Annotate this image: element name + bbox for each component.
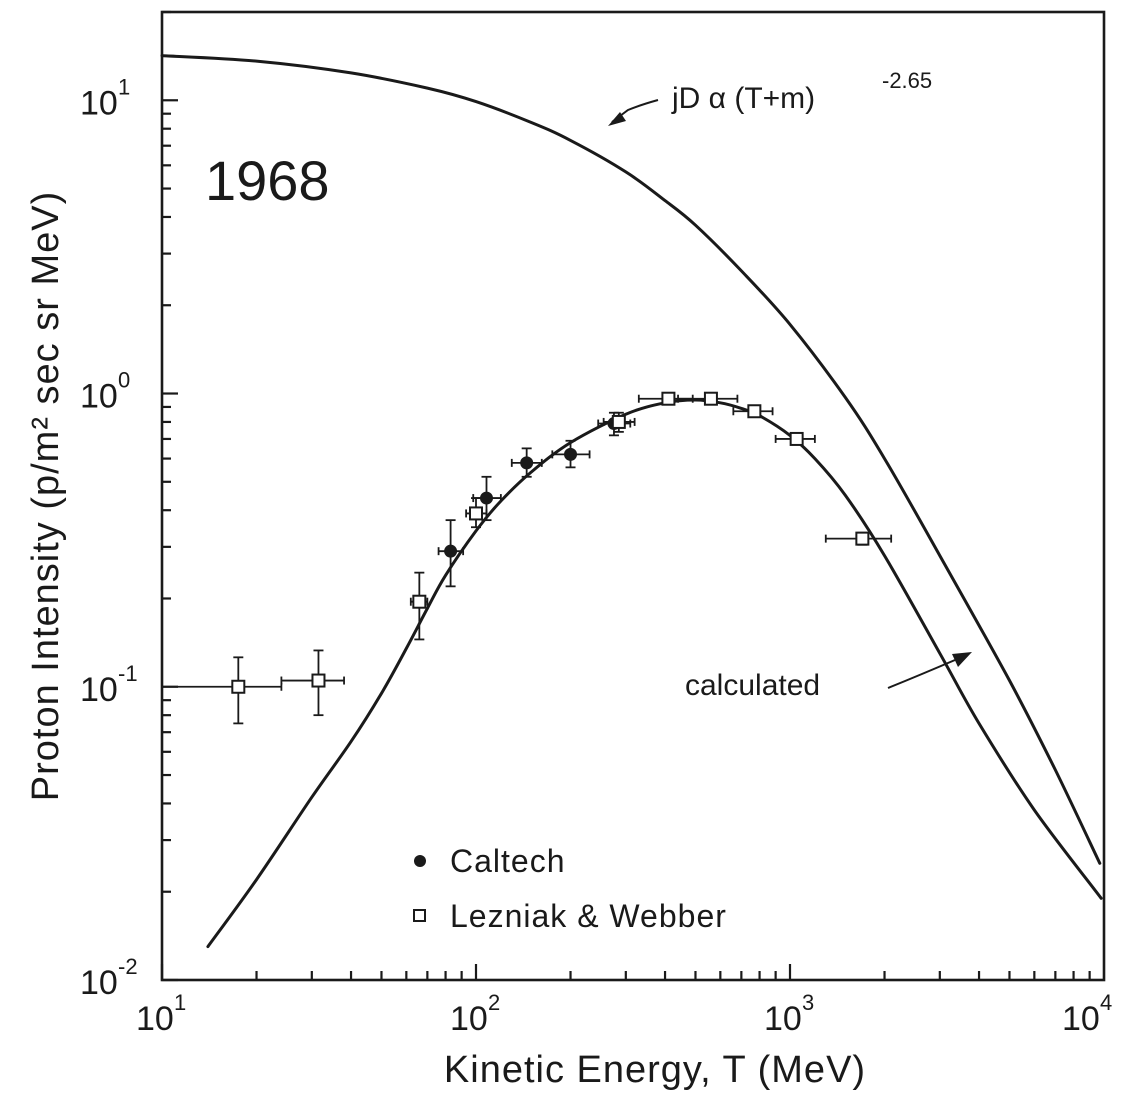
lezniak-webber-point [747, 404, 762, 419]
x-tick-exponent: 4 [1100, 990, 1112, 1015]
y-tick-label: 10 [80, 378, 118, 416]
calculated-curve-label: calculated [685, 669, 820, 702]
plot-frame [160, 10, 1106, 982]
caltech-point [564, 447, 578, 461]
y-tick-exponent: -1 [118, 661, 138, 686]
jd-curve-exponent: -2.65 [882, 68, 932, 93]
legend: Caltech Lezniak & Webber [413, 843, 727, 934]
x-axis-title: Kinetic Energy, T (MeV) [444, 1049, 866, 1091]
x-tick-label: 10 [136, 1000, 174, 1038]
model-curves [160, 54, 1103, 949]
calculated-annotation-arrow [887, 659, 956, 689]
legend-lezniak-label: Lezniak & Webber [450, 898, 727, 934]
x-tick-label: 10 [764, 1000, 802, 1038]
lezniak-webber-point [661, 391, 676, 406]
jd-curve-label: jD α (T+m) [671, 82, 815, 115]
lezniak-webber-point [611, 414, 626, 429]
lezniak-webber-point [855, 531, 870, 546]
y-tick-label: 10 [80, 84, 118, 122]
caltech-point [444, 544, 458, 558]
y-tick-exponent: -2 [118, 954, 138, 979]
lezniak-webber-point [703, 391, 718, 406]
x-tick-exponent: 3 [802, 990, 814, 1015]
lezniak-webber-point [412, 594, 427, 609]
x-tick-exponent: 1 [174, 990, 186, 1015]
y-tick-label: 10 [80, 964, 118, 1002]
lezniak-webber-point [469, 506, 483, 521]
jd-annotation-arrow [611, 99, 659, 123]
caltech-point [520, 456, 534, 470]
x-tick-exponent: 2 [488, 990, 500, 1015]
y-tick-exponent: 1 [118, 74, 130, 99]
legend-caltech-marker [414, 855, 426, 867]
x-tick-label: 10 [1062, 1000, 1100, 1038]
data-points [161, 391, 893, 725]
legend-caltech-label: Caltech [450, 843, 566, 879]
lezniak-webber-point [311, 673, 326, 688]
year-label: 1968 [205, 149, 330, 212]
y-axis-title: Proton Intensity (p/m² sec sr MeV) [25, 191, 67, 802]
x-tick-label: 10 [450, 1000, 488, 1038]
y-tick-exponent: 0 [118, 368, 130, 393]
caltech-point [479, 491, 493, 505]
calculated-arrowhead [952, 652, 972, 667]
lezniak-webber-point [789, 431, 804, 446]
axis-tick-labels: 10 1 10 2 10 3 10 410 -210 -110 010 1 [80, 74, 1112, 1038]
jd-arrowhead [608, 112, 626, 126]
calculated-curve [206, 398, 1103, 949]
y-tick-label: 10 [80, 671, 118, 709]
jd-power-law-curve [160, 54, 1102, 865]
lezniak-webber-point [231, 679, 246, 694]
legend-lezniak-marker [413, 909, 426, 922]
